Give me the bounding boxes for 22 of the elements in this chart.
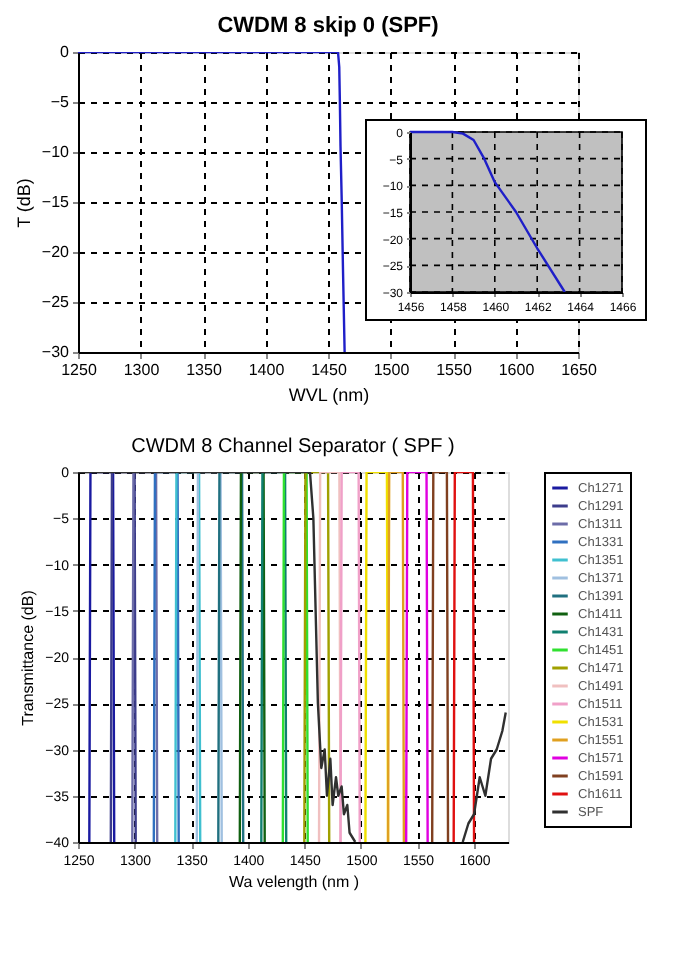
y-axis-title: T (dB) [13,178,34,228]
x-tick-label: 1300 [123,361,161,379]
chart-title: CWDM 8 skip 0 (SPF) [217,14,440,38]
y-axis-title: Transmittance (dB) [19,589,38,726]
y-tick-label: −20 [41,243,71,261]
y-tick-label: −15 [41,193,71,211]
y-tick-label: −30 [41,343,71,361]
x-tick-label: 1400 [248,361,286,379]
x-tick-label: 1550 [436,361,473,379]
chart-title: CWDM 8 Channel Separator ( SPF ) [131,436,455,458]
y-tick-label: −10 [41,143,71,161]
x-axis-title: Wa velength (nm ) [228,873,360,891]
x-tick-label: 1650 [561,361,598,379]
x-tick-label: 1350 [186,361,223,379]
y-tick-label: −25 [41,293,71,311]
y-tick-label: 0 [60,43,71,61]
x-tick-label: 1450 [311,361,348,379]
y-tick-label: −5 [50,93,71,111]
x-axis-title: WVL (nm) [288,385,370,405]
x-tick-label: 1250 [61,361,98,379]
x-tick-label: 1600 [498,361,536,379]
x-tick-label: 1500 [373,361,411,379]
